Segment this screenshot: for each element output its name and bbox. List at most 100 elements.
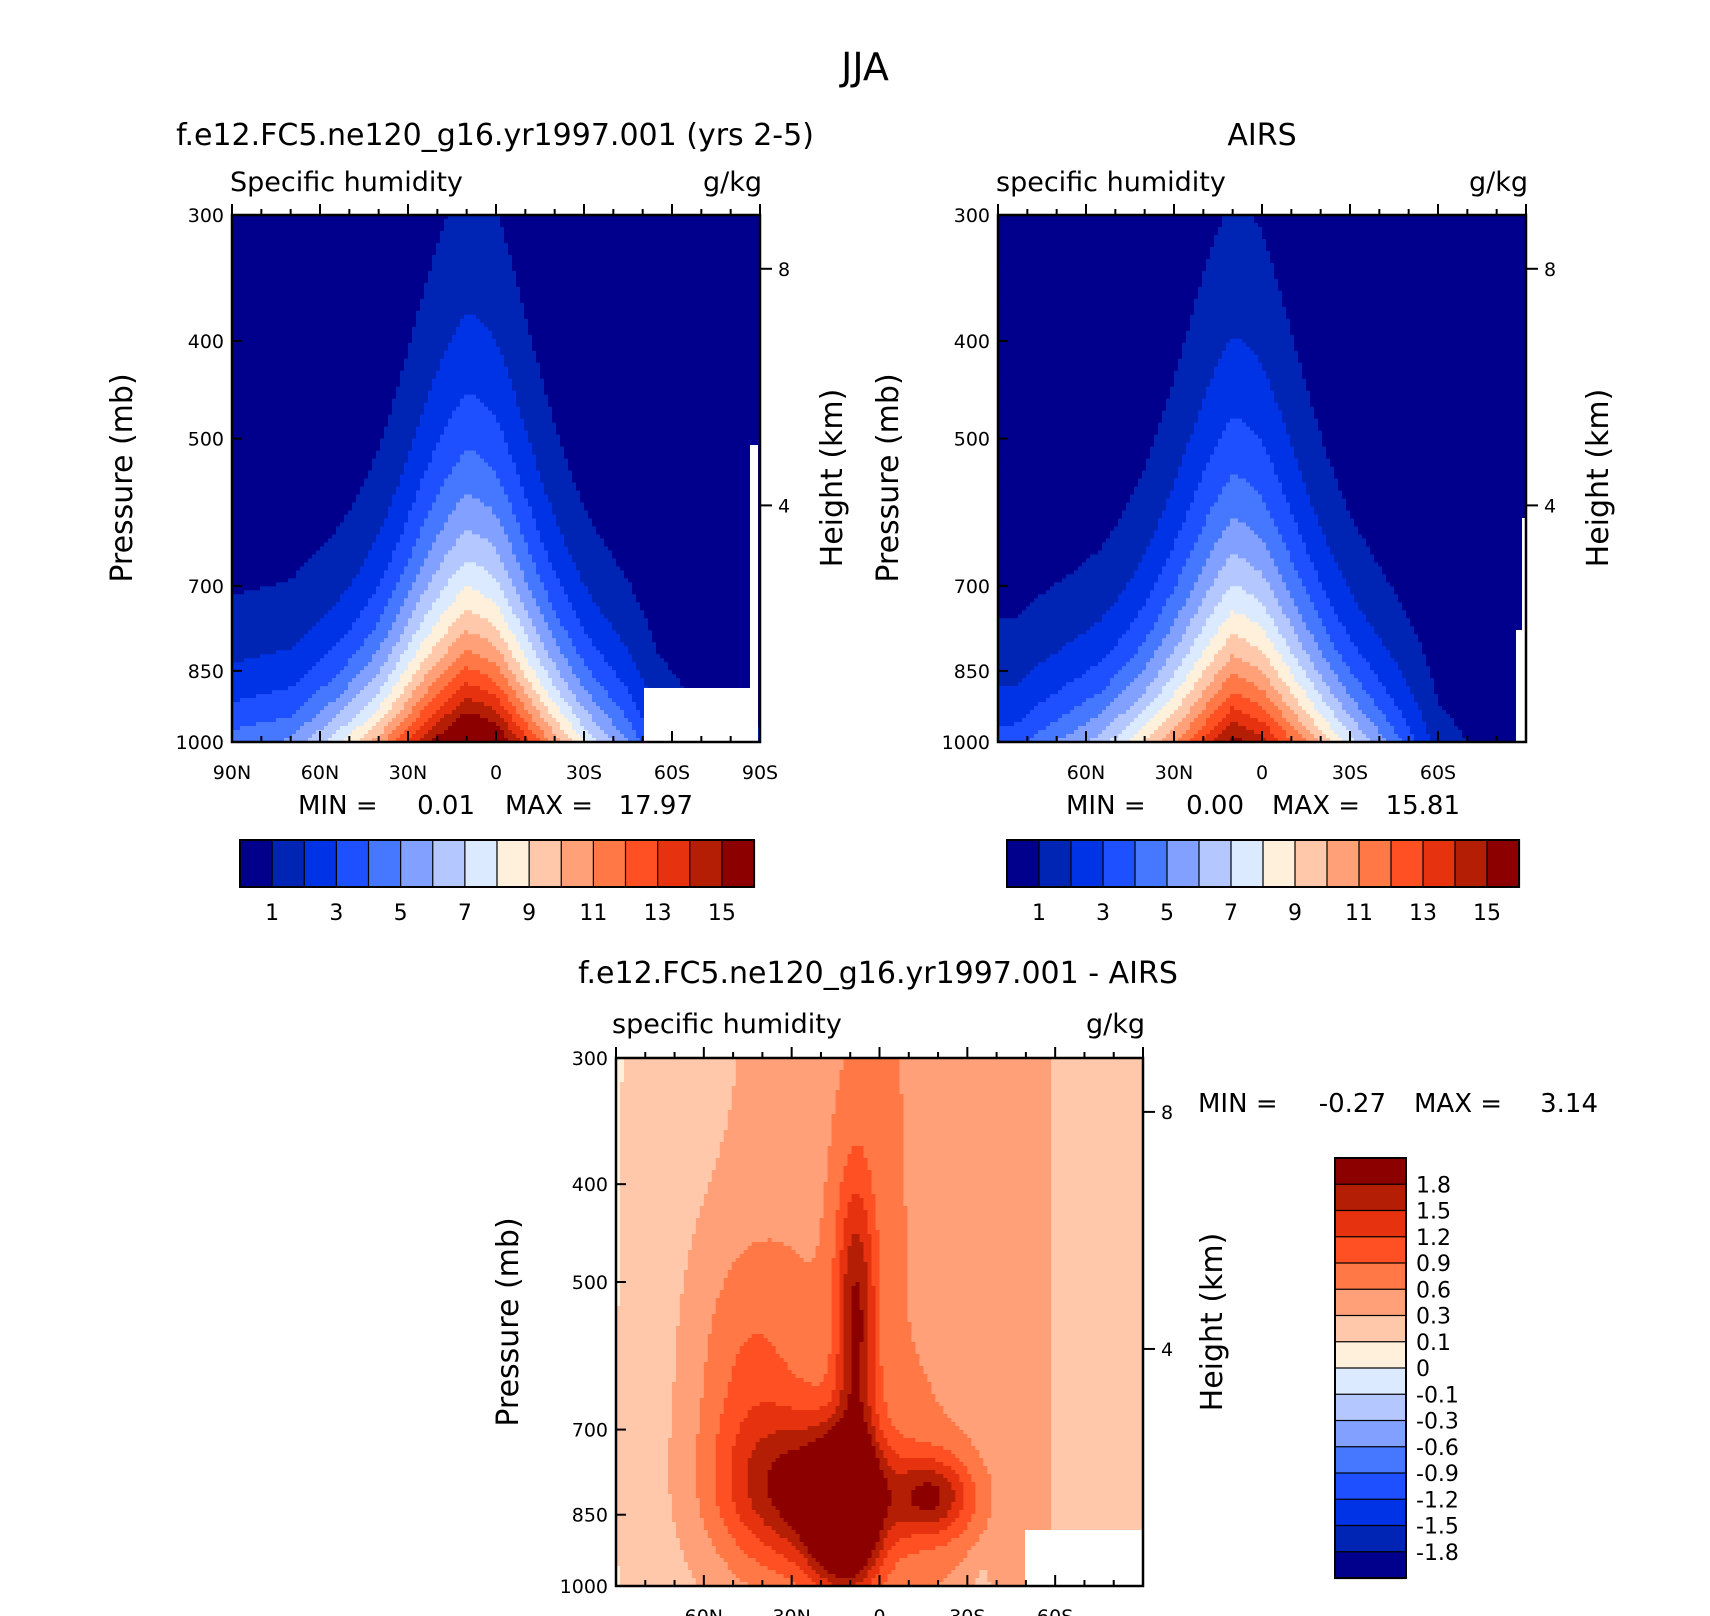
- field-cell: [839, 1306, 845, 1311]
- field-cell: [408, 738, 421, 742]
- field-cell: [843, 1334, 853, 1339]
- field-cell: [412, 546, 433, 551]
- field-cell: [584, 686, 605, 691]
- field-cell: [232, 506, 353, 512]
- field-cell: [1310, 654, 1323, 659]
- field-cell: [847, 1266, 869, 1271]
- field-cell: [851, 1310, 865, 1315]
- field-cell: [1051, 1058, 1143, 1063]
- field-cell: [867, 1398, 877, 1403]
- field-cell: [835, 1378, 845, 1383]
- field-cell: [998, 722, 1015, 727]
- field-cell: [1166, 502, 1191, 508]
- field-cell: [675, 1378, 705, 1383]
- field-cell: [1298, 610, 1319, 615]
- field-cell: [640, 670, 673, 675]
- field-cell: [424, 410, 453, 416]
- field-cell: [1418, 638, 1526, 643]
- field-cell: [312, 718, 333, 723]
- field-cell: [675, 1362, 705, 1367]
- field-cell: [875, 1366, 885, 1371]
- field-cell: [1051, 1286, 1143, 1291]
- field-cell: [823, 1190, 841, 1195]
- field-cell: [1186, 714, 1199, 719]
- field-cell: [1051, 1114, 1143, 1119]
- field-cell: [1206, 518, 1231, 524]
- field-cell: [244, 590, 345, 595]
- field-cell: [516, 270, 760, 276]
- field-cell: [1182, 658, 1199, 663]
- field-cell: [524, 674, 537, 679]
- panel-difference-min-value: -0.27: [1319, 1089, 1386, 1119]
- field-cell: [340, 522, 385, 528]
- field-cell: [863, 1198, 877, 1203]
- field-cell: [859, 1374, 869, 1379]
- field-cell: [835, 1098, 905, 1103]
- field-cell: [492, 542, 513, 547]
- field-cell: [1262, 626, 1279, 631]
- field-cell: [667, 1438, 697, 1443]
- field-cell: [1051, 1366, 1143, 1371]
- field-cell: [907, 1470, 936, 1475]
- field-cell: [619, 1222, 697, 1227]
- field-cell: [831, 1274, 841, 1279]
- field-cell: [376, 650, 393, 655]
- field-cell: [998, 290, 1199, 296]
- field-cell: [875, 1286, 881, 1291]
- field-cell: [839, 1290, 845, 1295]
- field-cell: [372, 630, 389, 635]
- field-cell: [619, 1174, 713, 1179]
- field-cell: [616, 1370, 677, 1375]
- field-cell: [711, 1314, 833, 1319]
- field-cell: [863, 1202, 877, 1207]
- field-cell: [432, 698, 449, 703]
- field-cell: [316, 622, 353, 627]
- field-cell: [1310, 390, 1526, 396]
- field-cell: [232, 642, 297, 647]
- field-cell: [875, 1374, 885, 1379]
- field-cell: [616, 1070, 625, 1075]
- field-cell: [1230, 694, 1243, 699]
- field-cell: [1274, 646, 1291, 651]
- field-cell: [723, 1282, 833, 1287]
- field-cell: [671, 1410, 701, 1415]
- field-cell: [1326, 542, 1367, 547]
- field-cell: [1242, 338, 1295, 344]
- field-cell: [396, 682, 409, 687]
- field-cell: [1051, 1490, 1143, 1495]
- field-cell: [1154, 714, 1171, 719]
- field-cell: [1202, 674, 1215, 679]
- field-cell: [619, 1282, 685, 1287]
- field-cell: [272, 690, 317, 695]
- field-cell: [819, 1234, 837, 1239]
- colorbar-label: 5: [394, 901, 408, 926]
- field-cell: [998, 514, 1123, 520]
- field-cell: [791, 1246, 817, 1251]
- field-cell: [998, 318, 1191, 324]
- field-cell: [998, 242, 1215, 248]
- field-cell: [843, 1306, 853, 1311]
- field-cell: [532, 338, 760, 344]
- field-cell: [628, 690, 649, 695]
- field-cell: [1306, 626, 1327, 631]
- field-cell: [1298, 530, 1323, 535]
- field-cell: [616, 1142, 621, 1147]
- field-cell: [1146, 722, 1163, 727]
- field-cell: [644, 678, 681, 683]
- field-cell: [440, 358, 505, 364]
- field-cell: [1282, 486, 1307, 492]
- field-cell: [1190, 550, 1211, 555]
- field-cell: [644, 614, 760, 619]
- field-cell: [1178, 610, 1199, 615]
- field-cell: [859, 1282, 869, 1287]
- field-cell: [911, 1498, 940, 1503]
- field-cell: [1190, 318, 1291, 324]
- field-cell: [448, 582, 501, 587]
- field-cell: [588, 590, 633, 595]
- field-cell: [376, 454, 409, 460]
- field-cell: [392, 686, 405, 691]
- field-cell: [1106, 686, 1127, 691]
- field-cell: [831, 1138, 905, 1143]
- field-cell: [619, 1202, 705, 1207]
